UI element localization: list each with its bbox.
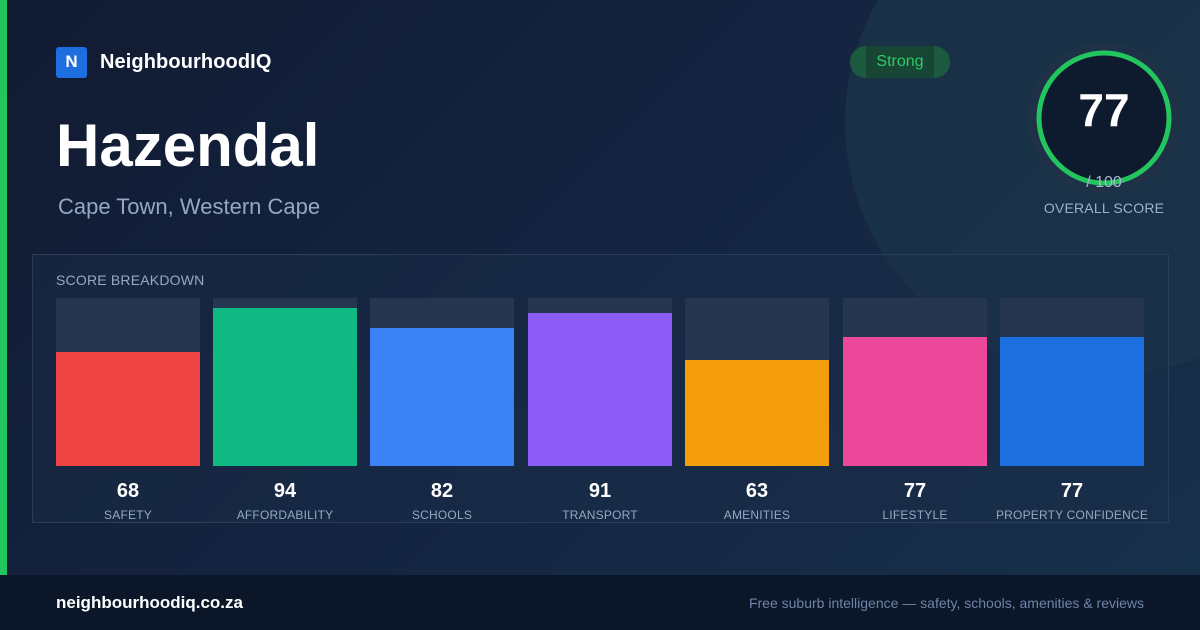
score-bar-fill <box>843 337 987 466</box>
brand: N NeighbourhoodIQ <box>56 46 272 78</box>
brand-logo-icon: N <box>56 46 87 78</box>
score-bar-track <box>56 298 200 466</box>
score-bar-property-confidence: 77 PROPERTY CONFIDENCE <box>996 298 1148 522</box>
score-bar-fill <box>56 352 200 466</box>
score-bar-track <box>213 298 357 466</box>
score-bar-track <box>1000 298 1144 466</box>
score-bar-transport: 91 TRANSPORT <box>528 298 672 522</box>
score-bar-value: 63 <box>745 480 769 502</box>
footer-tagline: Free suburb intelligence — safety, schoo… <box>748 595 1144 611</box>
score-bar-lifestyle: 77 LIFESTYLE <box>843 298 987 522</box>
score-bar-track <box>843 298 987 466</box>
score-bar-label: AFFORDABILITY <box>236 508 334 522</box>
score-bar-value: 82 <box>430 480 454 502</box>
score-bar-track <box>528 298 672 466</box>
score-bar-label: LIFESTYLE <box>882 508 948 522</box>
score-bar-fill <box>685 360 829 466</box>
left-accent-stripe <box>0 0 7 575</box>
score-bar-label: PROPERTY CONFIDENCE <box>995 508 1149 522</box>
score-bar-fill <box>1000 337 1144 466</box>
overall-score-value: 77 <box>1078 84 1130 136</box>
score-bar-track <box>370 298 514 466</box>
rating-badge-text: Strong <box>876 53 924 70</box>
score-bar-fill <box>213 308 357 466</box>
rating-badge: Strong <box>850 46 950 78</box>
score-ring-graphic <box>1028 42 1180 194</box>
suburb-title: Hazendal <box>56 112 320 179</box>
score-bar-label: SAFETY <box>104 508 152 522</box>
footer: neighbourhoodiq.co.za Free suburb intell… <box>0 575 1200 630</box>
score-breakdown-title: SCORE BREAKDOWN <box>56 272 205 288</box>
score-bar-schools: 82 SCHOOLS <box>370 298 514 522</box>
score-bar-safety: 68 SAFETY <box>56 298 200 522</box>
score-bar-label: SCHOOLS <box>411 508 473 522</box>
score-bar-fill <box>370 328 514 466</box>
score-bar-value: 91 <box>588 480 612 502</box>
score-bar-affordability: 94 AFFORDABILITY <box>213 298 357 522</box>
score-bar-amenities: 63 AMENITIES <box>685 298 829 522</box>
score-bar-value: 94 <box>273 480 297 502</box>
footer-url: neighbourhoodiq.co.za <box>56 593 243 612</box>
overall-score-ring: 77 / 100 <box>1028 42 1180 194</box>
score-ring-arc <box>1036 50 1172 186</box>
score-bar-fill <box>528 313 672 466</box>
score-bar-label: AMENITIES <box>723 508 791 522</box>
overall-score-label: OVERALL SCORE <box>1043 200 1165 216</box>
score-bar-track <box>685 298 829 466</box>
score-bar-value: 68 <box>116 480 140 502</box>
brand-name: NeighbourhoodIQ <box>100 50 272 73</box>
score-bar-label: TRANSPORT <box>562 508 638 522</box>
suburb-location: Cape Town, Western Cape <box>58 194 321 219</box>
score-bar-value: 77 <box>903 480 927 502</box>
score-bar-value: 77 <box>1060 480 1084 502</box>
overall-score-max: / 100 <box>1086 174 1122 191</box>
